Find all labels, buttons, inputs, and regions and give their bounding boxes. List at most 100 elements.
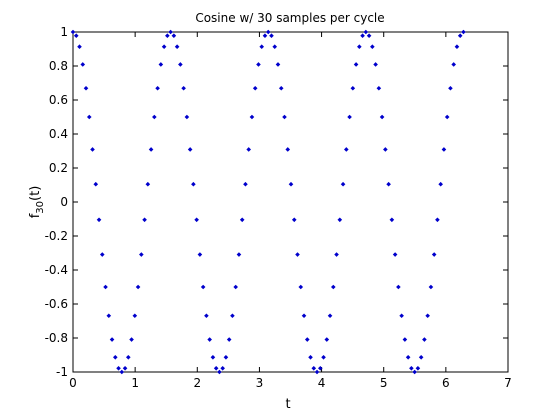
data-point [282, 114, 287, 120]
data-point [194, 217, 199, 223]
data-point [428, 284, 434, 290]
data-point [230, 313, 235, 319]
data-point [409, 365, 414, 371]
data-point [308, 354, 313, 360]
x-tick-label: 4 [318, 376, 326, 390]
data-point [184, 114, 190, 120]
data-point [285, 147, 291, 152]
x-tick-label: 6 [442, 376, 450, 390]
x-tick-label: 5 [380, 376, 388, 390]
data-point [373, 62, 378, 67]
data-point [334, 252, 339, 257]
data-point [314, 369, 320, 375]
data-point [132, 313, 138, 319]
data-point [243, 181, 248, 187]
data-point [197, 252, 203, 257]
data-point [83, 85, 89, 91]
data-point [291, 217, 297, 223]
data-point [402, 337, 408, 342]
data-point [425, 313, 430, 319]
data-point [252, 85, 258, 91]
data-point [70, 29, 76, 35]
data-point [392, 252, 398, 257]
data-point [412, 369, 417, 375]
data-point [321, 354, 326, 360]
data-point [226, 337, 232, 342]
data-point [295, 252, 300, 257]
data-point [217, 369, 222, 375]
y-tick-label: 0.8 [49, 59, 68, 73]
data-point [360, 33, 365, 39]
data-point [103, 284, 108, 290]
y-tick-label: -0.8 [45, 331, 68, 345]
data-point [327, 313, 333, 319]
data-point [376, 85, 382, 91]
data-point [135, 284, 141, 290]
data-point [347, 114, 352, 120]
data-point [236, 252, 242, 257]
data-point [350, 85, 356, 91]
x-axis-ticks: 0 1 2 3 4 5 6 7 [69, 32, 512, 390]
data-point [165, 33, 170, 39]
y-tick-label: 0.6 [49, 93, 68, 107]
data-point [340, 181, 346, 187]
y-axis-ticks: -1 -0.8 -0.6 -0.4 -0.2 0 0.2 0.4 0.6 0.8 1 [45, 25, 508, 379]
data-point [435, 217, 440, 223]
data-point [366, 33, 372, 39]
data-point [191, 181, 196, 187]
y-tick-label: -0.2 [45, 229, 68, 243]
data-point [301, 313, 307, 319]
data-point [174, 44, 180, 50]
chart-title: Cosine w/ 30 samples per cycle [195, 11, 384, 25]
data-point [116, 365, 121, 371]
data-point [106, 313, 112, 319]
data-point [389, 217, 395, 223]
data-point [418, 354, 424, 360]
data-point [317, 365, 323, 371]
data-point [109, 337, 115, 342]
data-point [461, 29, 466, 35]
data-point [113, 354, 118, 360]
y-tick-label: -0.4 [45, 263, 68, 277]
x-tick-label: 0 [69, 376, 77, 390]
data-point [145, 181, 151, 187]
data-point [288, 181, 294, 187]
data-point [200, 284, 206, 290]
data-point [304, 337, 310, 342]
data-point [337, 217, 343, 223]
data-point [129, 337, 134, 342]
data-point [363, 29, 369, 35]
data-point [298, 284, 304, 290]
data-point [77, 44, 82, 50]
data-point [161, 44, 167, 50]
data-point [399, 313, 404, 319]
data-point [405, 354, 411, 360]
data-point [457, 33, 463, 39]
data-point [80, 62, 86, 67]
data-points [70, 29, 466, 375]
data-point [86, 114, 92, 120]
data-point [122, 365, 128, 371]
data-point [233, 284, 238, 290]
data-point [441, 147, 447, 152]
data-point [171, 33, 177, 39]
data-point [119, 369, 125, 375]
data-point [275, 62, 281, 67]
data-point [90, 147, 95, 152]
data-point [178, 62, 183, 67]
x-tick-label: 1 [131, 376, 139, 390]
data-point [272, 44, 278, 50]
data-point [210, 354, 216, 360]
y-axis-label-main: f [28, 213, 43, 218]
data-point [155, 85, 160, 91]
data-point [324, 337, 330, 342]
data-point [148, 147, 154, 152]
x-axis-label: t [285, 397, 290, 412]
y-axis-label: f30(t) [28, 186, 46, 219]
y-axis-label-tail: (t) [28, 186, 43, 201]
y-tick-label: 0.4 [49, 127, 68, 141]
data-point [265, 29, 271, 35]
data-point [152, 114, 157, 120]
data-point [278, 85, 284, 91]
x-tick-label: 7 [504, 376, 512, 390]
